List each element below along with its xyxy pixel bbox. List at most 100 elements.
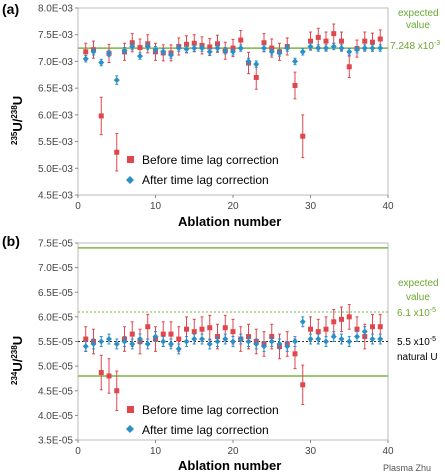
panel-a-after-point (268, 48, 275, 55)
panel-a-legend: Before time lag correction After time la… (126, 153, 279, 187)
panel-a-before-point (346, 64, 352, 70)
panel-b-ytick-label: 4.5E-05 (38, 386, 73, 397)
panel-b-before-point (308, 326, 313, 332)
panel-b-before-point (230, 329, 236, 335)
panel-a-label: (a) (2, 1, 19, 17)
panel-b-xtick-label: 40 (382, 446, 394, 457)
panel-a-xtick-label: 0 (75, 201, 81, 212)
panel-a-before-point (323, 38, 329, 44)
panel-b-legend-after-marker (126, 425, 134, 433)
panel-a-after-point (144, 43, 151, 50)
panel-a-after-point (214, 45, 221, 52)
panel-a-before-point (377, 36, 383, 42)
panel-b-after-point (315, 336, 322, 343)
panel-b-after-point (137, 336, 143, 343)
panel-a-before-point (83, 49, 89, 55)
panel-a-after-point (276, 49, 283, 56)
panel-a-before-point (370, 39, 375, 45)
panel-a-legend-before: Before time lag correction (142, 153, 279, 167)
panel-b-ytick-label: 3.5E-05 (38, 436, 73, 447)
panel-b-after-point (299, 318, 306, 325)
panel-a-after-point (121, 47, 128, 54)
panel-b-after-point (113, 340, 120, 347)
panel-b-natural-value-base: 5.5 x10 (397, 337, 430, 348)
watermark: Plasma Zhu (383, 463, 431, 473)
panel-a-after-point (253, 61, 260, 68)
panel-b-expected-line2: value (406, 292, 430, 303)
panel-b-ytick-label: 7.5E-05 (38, 239, 73, 250)
panel-b-after-point (330, 333, 337, 340)
panel-b-after-point (268, 338, 275, 345)
panel-a-before-point (129, 40, 135, 46)
panel-a-ytick-label: 7.0E-03 (38, 57, 73, 68)
panel-a-ylabel: 235U/238U (10, 96, 25, 145)
panel-a-after-point (183, 46, 190, 53)
panel-b-after-point (152, 333, 159, 340)
panel-a-after-point (230, 48, 236, 55)
panel-a-before-point (269, 45, 275, 51)
panel-b-label: (b) (2, 233, 20, 249)
panel-b-after-point (206, 340, 213, 347)
panel-b-before-point (168, 331, 174, 337)
panel-b-before-point (370, 324, 375, 330)
panel-b-before-point (300, 382, 306, 388)
panel-b-legend: Before time lag correction After time la… (126, 403, 279, 437)
panel-b-before-point (114, 388, 120, 394)
panel-b-before-point (222, 325, 228, 331)
panel-b-expected-value: 6.1 x10-5 (397, 307, 436, 319)
panel-a-before-point (261, 40, 267, 46)
panel-b-before-point (184, 326, 189, 332)
panel-a-after-point (175, 45, 182, 52)
panel-a-before-point (215, 41, 220, 47)
panel-b-after-point (253, 340, 260, 347)
panel-b-after-point (160, 338, 167, 345)
panel-a-after-point (199, 45, 205, 52)
panel-b-ticks: 3.5E-05 4.0E-05 4.5E-05 5.0E-05 5.5E-05 6.0E-… (38, 239, 394, 458)
panel-b-after-point (144, 340, 151, 347)
panel-b-after-point (292, 338, 298, 345)
panel-a-after-point (82, 55, 89, 62)
panel-a-after-point (338, 45, 345, 52)
panel-b-legend-before: Before time lag correction (142, 403, 279, 417)
panel-a-after-point (330, 43, 337, 50)
panel-b-before-point (145, 324, 151, 330)
panel-a-before-point (137, 45, 143, 51)
panel-a-ytick-label: 7.5E-03 (38, 30, 73, 41)
panel-a-after-point (354, 46, 360, 53)
panel-b-after-point (369, 336, 376, 343)
panel-b-before-point (331, 319, 337, 325)
panel-a-ytick-label: 5.0E-03 (38, 164, 73, 175)
panel-b-after-point (354, 333, 360, 340)
panel-b-after-point (245, 338, 252, 345)
panel-a: (a) 4.5E-03 5.0E-03 5.5E-03 6.0E-03 6.5E-03 7… (2, 1, 440, 229)
panel-b-xtick-label: 30 (305, 446, 317, 457)
panel-a-legend-after: After time lag correction (142, 173, 269, 187)
panel-a-after-point (160, 48, 167, 55)
panel-b-ylabel: 234U/238U (10, 336, 25, 385)
panel-b-after-point (199, 336, 205, 343)
panel-b-ytick-label: 7.0E-05 (38, 263, 73, 274)
panel-a-ylabel-base: U/ (10, 118, 25, 131)
panel-a-expected-value-base: 7.248 x10 (390, 41, 434, 52)
panel-a-after-point (237, 45, 244, 52)
panel-a-after-point (245, 58, 252, 65)
panel-b-before-point (292, 351, 298, 357)
panel-a-after-point (377, 45, 384, 52)
panel-a-after-point (137, 53, 143, 60)
panel-b-expected-line1: expected (398, 278, 439, 289)
panel-a-before-point (331, 31, 337, 37)
panel-a-before-point (230, 45, 236, 51)
panel-b-expected-value-sup: -5 (430, 307, 436, 314)
panel-b: (b) 3.5E-05 4.0E-05 4.5E-05 5.0E-05 5.5E-05 6… (2, 233, 439, 473)
panel-a-after-point (323, 45, 329, 52)
panel-a-before-point (339, 38, 344, 44)
panel-a-xlabel: Ablation number (178, 214, 281, 229)
panel-a-before-point (253, 74, 259, 80)
panel-a-after-point (152, 46, 159, 53)
panel-a-after-point (307, 43, 314, 50)
panel-b-after-point (106, 336, 112, 343)
panel-a-after-point (206, 48, 213, 55)
panel-b-ylabel-sup1: 234 (10, 371, 19, 385)
panel-b-before-point (98, 370, 104, 376)
panel-b-after-point (129, 340, 136, 347)
